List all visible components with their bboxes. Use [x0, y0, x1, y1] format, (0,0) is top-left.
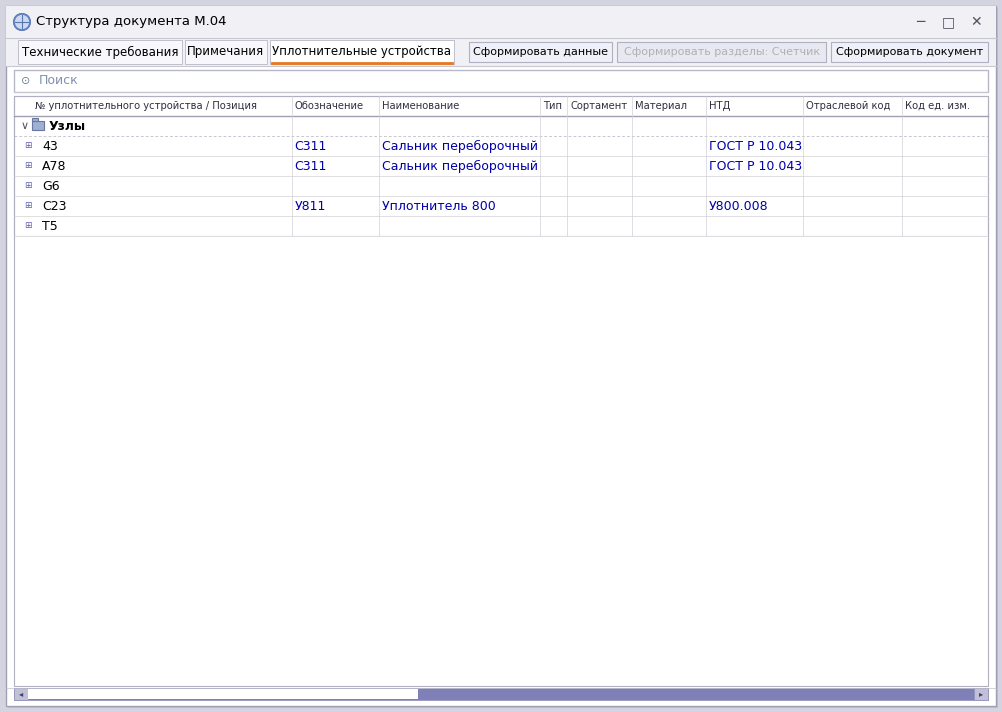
Text: G6: G6	[42, 179, 60, 192]
Text: ─: ─	[916, 15, 924, 29]
Circle shape	[14, 14, 30, 30]
Bar	[14, 96, 988, 686]
Bar	[617, 42, 827, 62]
Text: ✕: ✕	[970, 15, 982, 29]
Bar	[18, 40, 181, 64]
Text: У811: У811	[295, 199, 326, 212]
Text: Технические требования: Технические требования	[22, 46, 178, 58]
Bar	[32, 118, 38, 121]
Text: Сформировать данные: Сформировать данные	[473, 47, 608, 57]
Text: ⊞: ⊞	[24, 142, 31, 150]
Text: Сальник переборочный: Сальник переборочный	[382, 140, 538, 152]
Text: ⊞: ⊞	[24, 182, 31, 191]
Text: ∨: ∨	[21, 121, 29, 131]
Text: № уплотнительного устройства / Позиция: № уплотнительного устройства / Позиция	[34, 101, 257, 111]
Text: Тип: Тип	[543, 101, 562, 111]
Bar	[974, 688, 988, 700]
Bar	[14, 176, 988, 196]
Text: Наименование: Наименование	[382, 101, 460, 111]
Bar	[28, 689, 418, 699]
Bar	[6, 6, 996, 38]
Text: Уплотнитель 800: Уплотнитель 800	[382, 199, 496, 212]
Text: ГОСТ Р 10.043: ГОСТ Р 10.043	[708, 159, 802, 172]
Text: Код ед. изм.: Код ед. изм.	[905, 101, 970, 111]
Text: ⊞: ⊞	[24, 162, 31, 170]
Bar	[469, 42, 612, 62]
Text: ⊙: ⊙	[21, 76, 31, 86]
Text: ◂: ◂	[19, 689, 23, 698]
Text: ⊞: ⊞	[24, 221, 31, 231]
Bar	[184, 40, 267, 64]
Bar	[14, 216, 988, 236]
Text: Узлы: Узлы	[49, 120, 86, 132]
Text: Сортамент: Сортамент	[570, 101, 627, 111]
Bar	[6, 38, 996, 66]
Bar	[14, 688, 988, 700]
Text: Обозначение: Обозначение	[295, 101, 364, 111]
Text: У800.008: У800.008	[708, 199, 769, 212]
Text: С23: С23	[42, 199, 66, 212]
Bar	[14, 70, 988, 92]
Text: Примечания: Примечания	[187, 46, 265, 58]
Bar	[14, 156, 988, 176]
Text: ГОСТ Р 10.043: ГОСТ Р 10.043	[708, 140, 802, 152]
Text: С311: С311	[295, 140, 327, 152]
Bar	[832, 42, 988, 62]
Text: А78: А78	[42, 159, 66, 172]
Text: Сформировать разделы: Счетчик: Сформировать разделы: Счетчик	[623, 47, 820, 57]
Bar	[14, 196, 988, 216]
Text: □: □	[942, 15, 955, 29]
Bar	[14, 136, 988, 156]
Bar	[14, 236, 988, 686]
Text: Уплотнительные устройства: Уплотнительные устройства	[273, 46, 451, 58]
Bar	[14, 688, 28, 700]
Text: Т5: Т5	[42, 219, 58, 233]
Text: Сформировать документ: Сформировать документ	[836, 47, 983, 57]
Text: ⊞: ⊞	[24, 201, 31, 211]
Bar	[270, 40, 454, 64]
Text: Поиск: Поиск	[39, 75, 79, 88]
Text: НТД: НТД	[708, 101, 729, 111]
Text: Отраслевой код: Отраслевой код	[806, 101, 891, 111]
Bar	[14, 96, 988, 236]
Bar	[32, 121, 44, 130]
Bar	[14, 116, 988, 136]
Text: С311: С311	[295, 159, 327, 172]
Text: ▸: ▸	[979, 689, 983, 698]
Text: 43: 43	[42, 140, 58, 152]
Text: Сальник переборочный: Сальник переборочный	[382, 159, 538, 172]
Bar	[14, 96, 988, 116]
Text: Материал: Материал	[635, 101, 687, 111]
Text: Структура документа М.04: Структура документа М.04	[36, 16, 226, 28]
